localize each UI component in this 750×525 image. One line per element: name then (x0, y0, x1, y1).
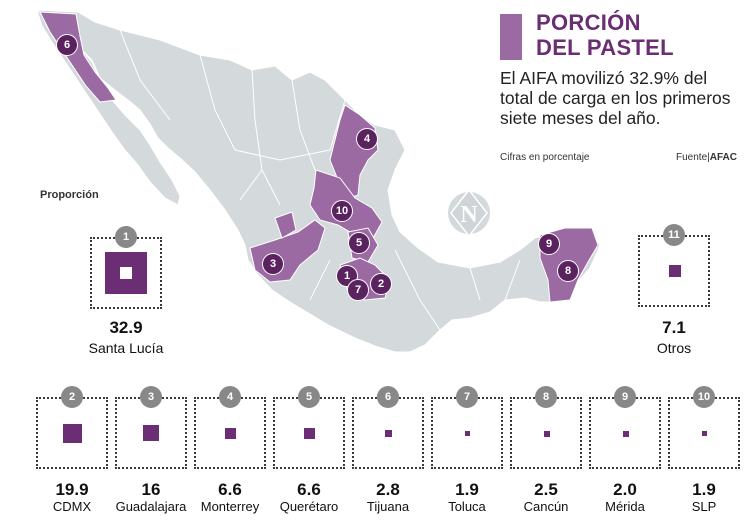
value-tijuana: 2.8 (376, 480, 400, 499)
map-badge-9: 9 (538, 233, 560, 255)
name-toluca: Toluca (448, 499, 486, 514)
name-tijuana: Tijuana (366, 499, 410, 514)
subtitle: El AIFA movilizó 32.9% del total de carg… (500, 68, 731, 128)
value-monterrey: 6.6 (218, 480, 242, 499)
region-zacatecas-small (274, 211, 297, 239)
square-toluca (465, 431, 470, 436)
badge-10: 10 (693, 386, 715, 408)
title-line-1: PORCIÓN (536, 10, 641, 35)
title-accent-bar (500, 14, 522, 60)
value-cancun: 2.5 (534, 480, 558, 499)
source-value: AFAC (709, 152, 737, 163)
square-queretaro (304, 428, 315, 439)
square-cdmx (63, 424, 82, 443)
badge-7: 7 (456, 386, 478, 408)
map-badge-8: 8 (557, 260, 579, 282)
map-badge-5: 5 (348, 232, 370, 254)
badge-9: 9 (614, 386, 636, 408)
value-guadalajara: 16 (141, 480, 161, 499)
name-slp: SLP (691, 499, 717, 514)
value-toluca: 1.9 (455, 480, 479, 499)
name-cancun: Cancún (523, 499, 569, 514)
square-santa-lucia (105, 252, 147, 294)
source-label: Fuente| (676, 152, 710, 163)
badge-4: 4 (219, 386, 241, 408)
square-monterrey (225, 428, 236, 439)
badge-8: 8 (535, 386, 557, 408)
value-merida: 2.0 (613, 480, 637, 499)
square-tijuana (385, 430, 392, 437)
badge-2: 2 (61, 386, 83, 408)
name-guadalajara: Guadalajara (115, 499, 187, 514)
map-badge-2: 2 (370, 273, 392, 295)
name-merida: Mérida (605, 499, 645, 514)
square-slp (702, 431, 707, 436)
badge-3: 3 (140, 386, 162, 408)
north-compass-icon (446, 188, 492, 238)
badge-11: 11 (663, 224, 685, 246)
square-guadalajara (143, 425, 159, 441)
map-badge-4: 4 (356, 128, 378, 150)
map-badge-7: 7 (347, 279, 369, 301)
value-queretaro: 6.6 (297, 480, 321, 499)
proportion-label: Proporción (40, 189, 99, 201)
square-cancun (544, 431, 550, 437)
value-cdmx: 19.9 (55, 480, 89, 499)
map-badge-3: 3 (262, 253, 284, 275)
name-cdmx: CDMX (52, 499, 92, 514)
name-santa-lucia: Santa Lucía (88, 340, 164, 356)
name-queretaro: Querétaro (279, 499, 339, 514)
name-otros: Otros (656, 340, 692, 356)
square-inner-white (120, 267, 132, 279)
square-otros (669, 265, 681, 277)
badge-5: 5 (298, 386, 320, 408)
value-otros: 7.1 (662, 318, 686, 337)
page-title: PORCIÓN DEL PASTEL (536, 10, 674, 60)
value-slp: 1.9 (692, 480, 716, 499)
map-badge-10: 10 (331, 200, 353, 222)
square-merida (623, 431, 629, 437)
map-badge-6: 6 (56, 34, 78, 56)
units-note: Cifras en porcentaje (500, 152, 590, 163)
source: Fuente|AFAC (676, 152, 737, 163)
badge-6: 6 (377, 386, 399, 408)
title-line-2: DEL PASTEL (536, 35, 674, 60)
name-monterrey: Monterrey (200, 499, 260, 514)
badge-1: 1 (115, 226, 137, 248)
value-santa-lucia: 32.9 (109, 318, 143, 337)
compass-letter: N (460, 202, 478, 228)
